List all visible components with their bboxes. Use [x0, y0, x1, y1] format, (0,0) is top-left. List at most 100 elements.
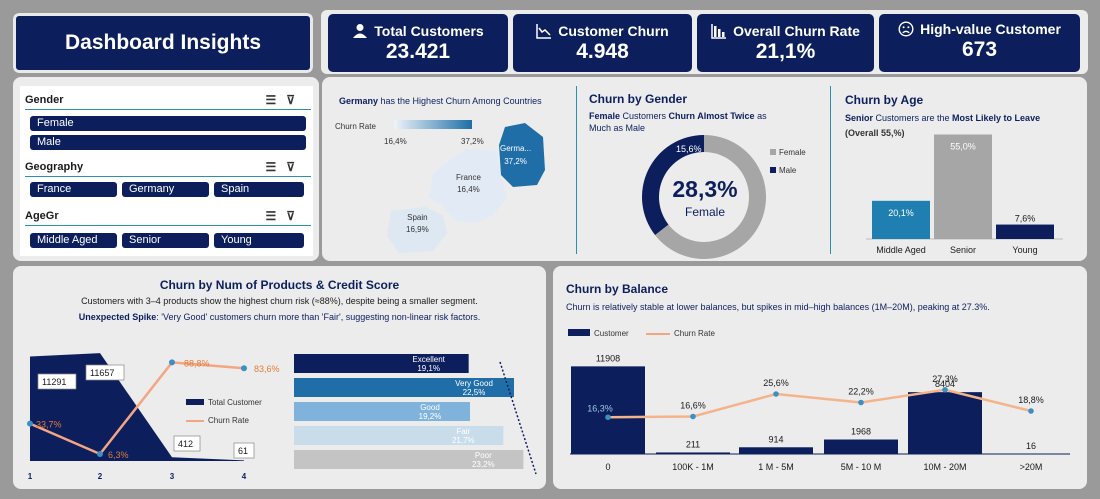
- gender-chart-title: Churn by Gender: [589, 92, 688, 106]
- map-label-value: 16,9%: [406, 225, 429, 234]
- subtitle-part: Customers: [620, 111, 669, 121]
- clear-filter-icon[interactable]: ⊽: [286, 93, 305, 107]
- clear-filter-icon[interactable]: ⊽: [286, 160, 305, 174]
- sad-face-icon: [898, 21, 914, 37]
- map-label-germany: Germa... 37,2%: [500, 142, 531, 168]
- slicer-item-france[interactable]: France: [30, 182, 117, 197]
- subtitle-part: Female: [589, 111, 621, 121]
- balance-category-label: 100K - 1M: [672, 462, 714, 472]
- balance-bar-label: 211: [686, 439, 700, 449]
- legend-item-female: Female: [770, 148, 806, 157]
- subtitle-part: , peaking at 27.3%.: [912, 302, 990, 312]
- map: [387, 123, 545, 253]
- kpi-value: 23.421: [385, 40, 451, 63]
- gender-chart-subtitle: Female Customers Churn Almost Twice as Mu…: [589, 110, 789, 134]
- age-bar: [872, 200, 930, 239]
- products-count-label: 11657: [90, 368, 114, 378]
- age-bar: [996, 224, 1054, 239]
- products-churn-label: 83,6%: [254, 364, 280, 374]
- products-count-box: [173, 435, 201, 452]
- products-count-label: 61: [238, 446, 248, 456]
- balance-bar-label: 8404: [935, 379, 955, 389]
- kpi-label: Total Customers: [374, 23, 484, 39]
- subtitle-part: Customers are the: [873, 113, 953, 123]
- gender-donut: [642, 135, 766, 259]
- legend-swatch: [646, 332, 670, 335]
- products-churn-point: [27, 420, 33, 427]
- bar-chart-icon: [711, 24, 727, 39]
- products-chart-line1: Customers with 3–4 products show the hig…: [81, 296, 478, 306]
- credit-score-category: Poor: [475, 451, 492, 460]
- balance-churn-point: [690, 413, 696, 420]
- legend-item-customer: Customer: [568, 329, 629, 338]
- slicer-item-female[interactable]: Female: [30, 116, 306, 131]
- products-category-label: 4: [242, 472, 247, 481]
- credit-score-value: 21,7%: [452, 436, 475, 445]
- subtitle-part: Churn Almost Twice: [668, 111, 755, 121]
- balance-category-label: >20M: [1020, 462, 1043, 472]
- legend-swatch: [186, 399, 204, 405]
- age-chart: 20,1% Middle Aged 55,0% Senior 7,6% Young: [866, 134, 1063, 255]
- map-legend-gradient: [394, 120, 472, 129]
- legend-swatch: [186, 419, 204, 422]
- multi-select-icon[interactable]: ☰: [265, 209, 287, 223]
- credit-score-value: 23,2%: [472, 460, 495, 469]
- kpi-overall-churn-rate: Overall Churn Rate 21,1%: [697, 14, 874, 72]
- products-category-label: 3: [170, 472, 175, 481]
- credit-score-category: Very Good: [455, 379, 493, 388]
- balance-churn-label: 18,8%: [1018, 395, 1044, 405]
- balance-bar: [908, 392, 982, 454]
- credit-score-bar: [294, 426, 504, 445]
- clear-filter-icon[interactable]: ⊽: [286, 209, 305, 223]
- products-count-label: 412: [178, 439, 193, 449]
- map-label-france: France 16,4%: [456, 172, 481, 196]
- slicer-item-young[interactable]: Young: [214, 233, 304, 248]
- subtitle-part: spikes in mid–high balances (1M–20M): [756, 302, 913, 312]
- kpi-value: 21,1%: [755, 40, 816, 63]
- age-bar: [934, 134, 992, 239]
- balance-churn-label: 22,2%: [848, 387, 874, 397]
- balance-churn-point: [858, 399, 864, 406]
- balance-churn-label: 27,3%: [932, 374, 958, 384]
- map-region-spain[interactable]: [387, 207, 447, 253]
- map-region-france[interactable]: [429, 149, 507, 223]
- slicer-item-germany[interactable]: Germany: [122, 182, 209, 197]
- person-icon: [353, 24, 368, 38]
- balance-bar: [571, 366, 645, 454]
- map-label-name: Germa...: [500, 144, 532, 153]
- map-region-germany[interactable]: [499, 123, 545, 187]
- age-bar-label: 20,1%: [888, 208, 914, 218]
- map-subtitle-bold: Germany: [339, 96, 379, 106]
- age-bar-label: 7,6%: [1015, 214, 1036, 224]
- products-churn-label: 6,3%: [108, 450, 129, 460]
- slicer-item-middle-aged[interactable]: Middle Aged: [30, 233, 117, 248]
- map-label-name: France: [456, 173, 481, 182]
- balance-bar-label: 1968: [851, 427, 871, 437]
- balance-churn-label: 16,3%: [587, 403, 613, 413]
- multi-select-icon[interactable]: ☰: [265, 160, 287, 174]
- multi-select-icon[interactable]: ☰: [265, 93, 287, 107]
- products-count-box: [37, 373, 77, 390]
- subtitle-part: (Overall 55,%): [845, 128, 905, 138]
- credit-score-bar: [294, 450, 524, 469]
- credit-score-value: 22,5%: [463, 388, 486, 397]
- slicer-item-male[interactable]: Male: [30, 135, 306, 150]
- legend-label: Churn Rate: [208, 416, 249, 425]
- kpi-high-value-customer: High-value Customer 673: [879, 14, 1080, 72]
- balance-category-label: 1 M - 5M: [758, 462, 794, 472]
- balance-bar: [824, 439, 898, 454]
- subtitle-part: as: [754, 111, 767, 121]
- divider: [576, 86, 577, 254]
- slicer-item-senior[interactable]: Senior: [122, 233, 209, 248]
- legend-swatch: [770, 149, 776, 155]
- legend-label: Total Customer: [208, 398, 262, 407]
- products-churn-point: [169, 359, 175, 366]
- subtitle-part: relatively stable at lower balances: [602, 302, 737, 312]
- balance-bar: [739, 447, 813, 454]
- map-label-value: 16,4%: [457, 185, 480, 194]
- balance-category-label: 10M - 20M: [923, 462, 966, 472]
- kpi-label: Customer Churn: [558, 23, 669, 39]
- slicer-item-spain[interactable]: Spain: [214, 182, 304, 197]
- age-chart-title: Churn by Age: [845, 93, 924, 107]
